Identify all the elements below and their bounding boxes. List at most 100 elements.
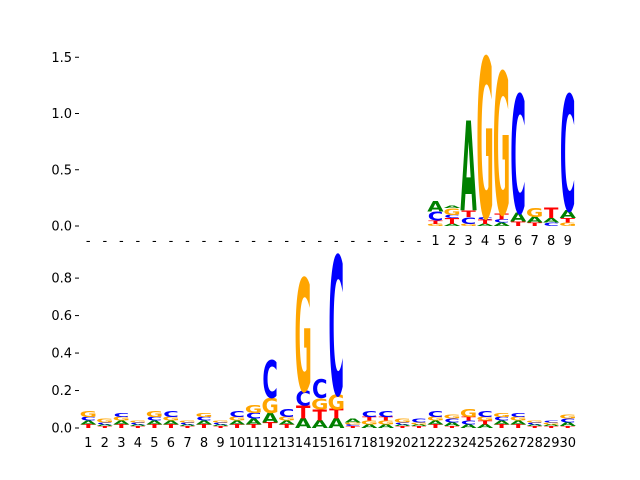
logo-letter-A: A xyxy=(477,223,494,227)
x-tick-label: 24 xyxy=(460,436,477,451)
x-tick-label: 11 xyxy=(245,436,262,451)
logo-letter-G: G xyxy=(162,416,179,422)
logo-letter-C: C xyxy=(279,407,295,419)
x-tick-label: 1 xyxy=(84,436,92,451)
x-tick-label: 6 xyxy=(514,234,522,249)
logo-letter-C: C xyxy=(510,412,526,418)
logo-letter-A: A xyxy=(345,418,361,424)
logo-letter-G: G xyxy=(394,418,411,424)
logo-letter-C: C xyxy=(461,420,477,426)
logo-letter-C: C xyxy=(477,216,493,220)
x-tick-label: 21 xyxy=(411,436,428,451)
x-tick-label: 2 xyxy=(448,234,456,249)
x-tick-label: 8 xyxy=(200,436,208,451)
logo-letter-C: C xyxy=(329,219,345,440)
x-tick-label: 5 xyxy=(497,234,505,249)
logo-letter-T: T xyxy=(527,426,542,429)
x-tick-label: 2 xyxy=(101,436,109,451)
x-tick-label: 3 xyxy=(117,436,125,451)
y-tick-label: 0.4 xyxy=(51,347,72,362)
logo-letter-T: T xyxy=(527,222,542,227)
logo-letter-G: G xyxy=(261,394,278,418)
logo-letter-G: G xyxy=(526,420,543,423)
logo-letter-C: C xyxy=(428,409,443,418)
logo-letter-G: G xyxy=(228,416,245,422)
x-tick-label: 9 xyxy=(564,234,572,249)
logo-letter-A: A xyxy=(295,417,312,432)
logo-letter-C: C xyxy=(395,422,410,425)
logo-letter-A: A xyxy=(328,417,345,432)
logo-letter-A: A xyxy=(444,205,461,209)
logo-letter-C: C xyxy=(81,416,97,422)
x-tick-label: - xyxy=(334,234,339,249)
y-tick-label: 0.6 xyxy=(51,309,72,324)
x-tick-label: - xyxy=(268,234,273,249)
logo-letter-G: G xyxy=(96,418,113,424)
x-tick-label: - xyxy=(367,234,372,249)
y-tick-label: 0.0 xyxy=(51,422,72,437)
logo-letter-T: T xyxy=(395,426,410,429)
logo-letter-C: C xyxy=(147,416,163,422)
x-tick-label: - xyxy=(169,234,174,249)
x-tick-label: 17 xyxy=(345,436,362,451)
logo-letter-C: C xyxy=(362,409,377,418)
logo-letter-T: T xyxy=(230,423,245,429)
logo-letter-A: A xyxy=(394,424,411,427)
logo-letter-T: T xyxy=(197,423,212,429)
logo-letter-C: C xyxy=(229,409,244,418)
logo-letter-G: G xyxy=(146,409,163,418)
x-tick-label: 30 xyxy=(559,436,576,451)
logo-letter-T: T xyxy=(412,426,427,429)
logo-letter-T: T xyxy=(296,402,311,423)
logo-letter-A: A xyxy=(543,217,559,224)
logo-letter-G: G xyxy=(195,412,212,418)
logo-letter-G: G xyxy=(443,206,460,217)
logo-letter-A: A xyxy=(278,420,294,426)
logo-letter-C: C xyxy=(560,418,576,424)
logo-letter-G: G xyxy=(328,391,345,415)
logo-letter-G: G xyxy=(509,416,526,422)
logo-letter-T: T xyxy=(114,423,129,429)
logo-letter-C: C xyxy=(494,218,509,223)
logo-letter-T: T xyxy=(147,423,162,429)
logo-letter-C: C xyxy=(97,422,112,425)
logo-letter-G: G xyxy=(559,414,576,420)
logo-letter-A: A xyxy=(493,420,509,426)
x-tick-label: 20 xyxy=(394,436,411,451)
logo-letter-A: A xyxy=(493,222,510,227)
logo-letter-C: C xyxy=(428,210,443,224)
logo-letter-C: C xyxy=(196,416,212,422)
logo-letter-A: A xyxy=(146,420,162,426)
x-tick-label: - xyxy=(185,234,190,249)
logo-letter-T: T xyxy=(428,423,443,429)
logo-letter-G: G xyxy=(493,34,510,260)
x-tick-label: 23 xyxy=(444,436,461,451)
x-tick-label: - xyxy=(350,234,355,249)
x-tick-label: 19 xyxy=(378,436,395,451)
logo-letter-T: T xyxy=(263,421,278,430)
x-tick-label: 7 xyxy=(531,234,539,249)
logo-letter-A: A xyxy=(427,199,444,215)
x-tick-label: 28 xyxy=(526,436,543,451)
logo-letter-T: T xyxy=(478,420,493,426)
logo-letter-T: T xyxy=(246,423,261,429)
logo-letter-C: C xyxy=(312,374,328,405)
logo-letter-T: T xyxy=(445,216,460,225)
logo-letter-C: C xyxy=(543,222,558,227)
logo-letter-A: A xyxy=(560,208,576,221)
x-tick-label: 27 xyxy=(510,436,527,451)
logo-letter-C: C xyxy=(411,418,427,424)
logo-letter-A: A xyxy=(245,417,262,426)
x-tick-label: 4 xyxy=(481,234,489,249)
logo-letter-G: G xyxy=(129,420,146,423)
logo-letter-C: C xyxy=(378,409,393,418)
logo-letter-G: G xyxy=(493,412,510,418)
logo-letter-A: A xyxy=(312,419,329,431)
logo-letter-C: C xyxy=(345,424,360,427)
x-tick-label: 5 xyxy=(150,436,158,451)
logo-letter-T: T xyxy=(461,416,476,422)
x-tick-label: - xyxy=(235,234,240,249)
logo-letter-C: C xyxy=(527,422,542,425)
logo-letter-A: A xyxy=(526,424,543,427)
